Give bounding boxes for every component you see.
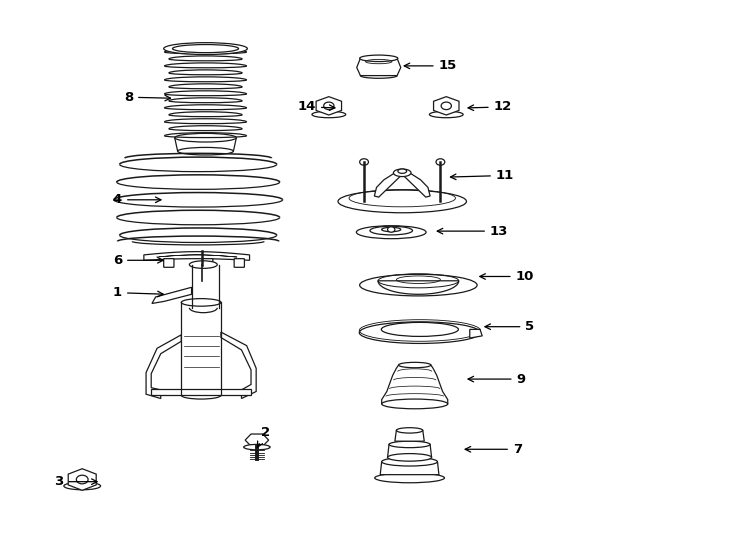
Text: 15: 15 xyxy=(404,59,457,72)
Ellipse shape xyxy=(360,55,398,62)
Circle shape xyxy=(76,475,88,484)
Ellipse shape xyxy=(399,362,431,368)
Ellipse shape xyxy=(178,147,233,155)
FancyBboxPatch shape xyxy=(164,259,174,267)
Polygon shape xyxy=(395,430,424,441)
Ellipse shape xyxy=(189,261,217,268)
Ellipse shape xyxy=(64,482,101,490)
Ellipse shape xyxy=(393,169,411,177)
Text: 2: 2 xyxy=(258,426,270,447)
Text: 9: 9 xyxy=(468,373,526,386)
Ellipse shape xyxy=(181,299,221,306)
Ellipse shape xyxy=(370,226,413,235)
Ellipse shape xyxy=(389,441,430,448)
Ellipse shape xyxy=(312,111,346,118)
Ellipse shape xyxy=(360,274,477,296)
Text: 11: 11 xyxy=(451,169,514,182)
Circle shape xyxy=(360,159,368,165)
FancyBboxPatch shape xyxy=(203,259,213,267)
Polygon shape xyxy=(68,469,96,490)
Circle shape xyxy=(388,227,395,232)
Text: 7: 7 xyxy=(465,443,522,456)
Ellipse shape xyxy=(175,133,236,142)
Polygon shape xyxy=(378,281,459,294)
Ellipse shape xyxy=(244,444,270,450)
Ellipse shape xyxy=(375,473,445,483)
Text: 6: 6 xyxy=(113,254,163,267)
Polygon shape xyxy=(245,434,269,446)
Polygon shape xyxy=(380,462,439,475)
Polygon shape xyxy=(374,170,430,197)
Polygon shape xyxy=(152,287,192,303)
Text: 13: 13 xyxy=(437,225,509,238)
Ellipse shape xyxy=(357,226,426,239)
Polygon shape xyxy=(151,389,251,395)
Ellipse shape xyxy=(388,454,432,461)
Polygon shape xyxy=(144,252,250,260)
Polygon shape xyxy=(357,58,401,76)
Polygon shape xyxy=(388,444,432,457)
Circle shape xyxy=(324,102,334,110)
Ellipse shape xyxy=(359,322,480,343)
Ellipse shape xyxy=(398,169,407,173)
Ellipse shape xyxy=(164,43,247,55)
Text: 1: 1 xyxy=(113,286,163,299)
Polygon shape xyxy=(146,335,181,399)
Polygon shape xyxy=(470,329,482,338)
Ellipse shape xyxy=(382,399,448,409)
Text: 3: 3 xyxy=(54,475,97,488)
Ellipse shape xyxy=(172,44,239,52)
Polygon shape xyxy=(382,365,448,404)
Text: 10: 10 xyxy=(480,270,534,283)
Text: 12: 12 xyxy=(468,100,512,113)
Polygon shape xyxy=(316,97,341,115)
Polygon shape xyxy=(175,138,236,151)
Ellipse shape xyxy=(382,322,458,336)
Circle shape xyxy=(441,102,451,110)
Ellipse shape xyxy=(429,111,463,118)
Polygon shape xyxy=(434,97,459,115)
Text: 5: 5 xyxy=(485,320,534,333)
Text: 4: 4 xyxy=(113,193,161,206)
Ellipse shape xyxy=(382,227,401,232)
Polygon shape xyxy=(221,332,256,399)
Ellipse shape xyxy=(396,428,423,433)
FancyBboxPatch shape xyxy=(234,259,244,267)
Text: 14: 14 xyxy=(297,100,335,113)
Ellipse shape xyxy=(382,457,437,466)
Ellipse shape xyxy=(338,190,467,213)
Circle shape xyxy=(436,159,445,165)
Text: 8: 8 xyxy=(124,91,170,104)
